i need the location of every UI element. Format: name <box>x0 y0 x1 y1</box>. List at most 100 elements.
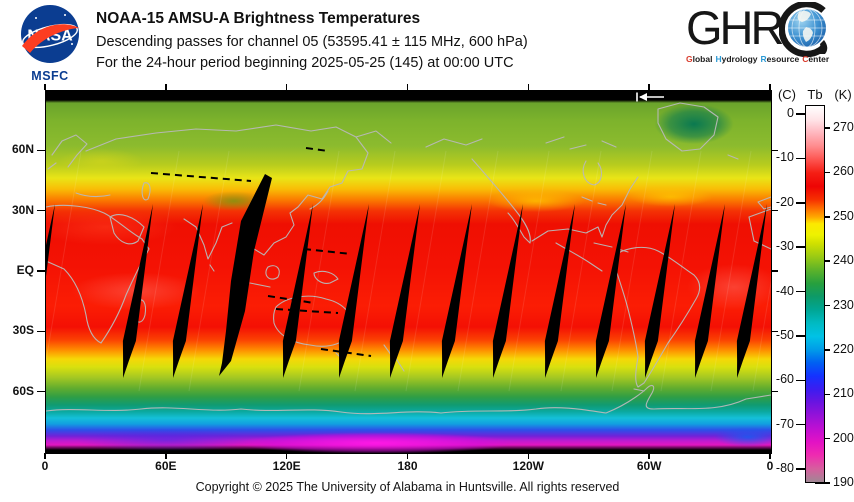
kelvin-tick-label: 200 <box>833 430 854 445</box>
lon-tick-label: 60W <box>636 459 662 473</box>
kelvin-tick-label: 220 <box>833 341 854 356</box>
lon-tick-label: 60E <box>155 459 177 473</box>
lon-tick <box>44 84 46 90</box>
lon-tick <box>648 84 650 90</box>
lat-tick-label: 60S <box>12 383 34 398</box>
celsius-tick <box>796 379 805 382</box>
colorbar-unit-celsius: (C) <box>777 87 797 102</box>
figure-title: NOAA-15 AMSU-A Brightness Temperatures <box>96 10 421 27</box>
kelvin-tick-label: 190 <box>833 475 854 489</box>
brightness-temperature-map <box>45 90 772 454</box>
lat-tick <box>37 149 45 152</box>
lat-tick <box>37 209 45 212</box>
missing-orbit-swath <box>219 174 272 376</box>
celsius-tick-label: -20 <box>775 194 794 209</box>
ghrc-tagline: Global Hydrology Resource Center <box>686 54 850 64</box>
colorbar-title: Tb <box>807 87 823 102</box>
lat-tick <box>771 330 778 333</box>
colorbar <box>805 105 825 483</box>
lat-tick-label: EQ <box>16 263 34 277</box>
lon-tick <box>406 84 409 90</box>
missing-data-wedge <box>389 204 420 378</box>
celsius-tick <box>796 202 805 204</box>
celsius-tick-label: -10 <box>775 150 794 165</box>
missing-data-wedge <box>736 204 767 378</box>
kelvin-tick-label: 240 <box>833 253 854 268</box>
kelvin-tick-label: 260 <box>833 164 854 179</box>
ghrc-tagline-word: Global <box>686 54 713 64</box>
missing-data-swaths <box>46 150 771 392</box>
nasa-msfc-logo: NASA MSFC <box>10 4 90 83</box>
missing-data-wedge <box>595 204 626 378</box>
lat-tick <box>771 390 778 393</box>
missing-data-wedge <box>694 204 725 378</box>
missing-data-wedge <box>644 204 675 378</box>
lon-tick <box>165 84 167 90</box>
celsius-tick <box>796 246 805 248</box>
lon-tick <box>165 453 167 459</box>
coastlines <box>46 102 771 415</box>
celsius-tick-label: -40 <box>775 283 794 298</box>
lat-tick <box>771 209 778 212</box>
celsius-tick-label: -80 <box>775 461 794 476</box>
celsius-tick-label: -60 <box>775 372 794 387</box>
celsius-tick-label: -30 <box>775 239 794 254</box>
lat-tick <box>37 330 45 333</box>
lon-tick-label: 120W <box>512 459 544 473</box>
lat-tick <box>771 270 778 272</box>
celsius-tick <box>796 423 805 426</box>
lon-tick-label: 180 <box>397 459 418 473</box>
lat-tick-label: 30N <box>11 202 34 217</box>
lon-tick-label: 0 <box>41 459 49 473</box>
copyright-notice: Copyright © 2025 The University of Alaba… <box>195 480 620 494</box>
celsius-tick <box>796 290 805 293</box>
missing-data-wedge <box>338 204 369 378</box>
celsius-tick <box>796 113 805 115</box>
figure-subtitle-channel: Descending passes for channel 05 (53595.… <box>96 34 528 50</box>
nasa-insignia-icon: NASA <box>21 5 79 63</box>
figure-titles: NOAA-15 AMSU-A Brightness Temperatures D… <box>96 10 676 76</box>
celsius-tick <box>796 335 805 337</box>
celsius-tick <box>796 157 805 160</box>
celsius-tick-label: -70 <box>775 416 794 431</box>
lon-tick-label: 0 <box>766 459 774 473</box>
ghrc-tagline-word: Center <box>802 54 830 64</box>
kelvin-tick <box>815 482 830 484</box>
lon-tick <box>285 453 288 459</box>
lat-tick <box>37 390 45 393</box>
lon-tick <box>527 84 530 90</box>
lon-tick-label: 120E <box>272 459 301 473</box>
lon-tick <box>769 453 771 459</box>
ghrc-tagline-word: Hydrology <box>715 54 758 64</box>
kelvin-tick-label: 250 <box>833 208 854 223</box>
missing-data-wedge <box>122 204 153 378</box>
colorbar-unit-kelvin: (K) <box>834 87 852 102</box>
kelvin-tick-label: 230 <box>833 297 854 312</box>
ghrc-logo: GHR Gl <box>686 1 850 65</box>
map-overlay <box>46 92 771 415</box>
lon-tick <box>285 84 288 90</box>
celsius-tick-label: -50 <box>775 327 794 342</box>
lat-tick <box>771 149 778 152</box>
celsius-tick-label: 0 <box>787 106 794 121</box>
missing-data-wedge <box>441 204 472 378</box>
missing-data-wedge <box>46 204 55 277</box>
msfc-label: MSFC <box>31 69 69 83</box>
scan-start-marker-icon <box>636 92 664 102</box>
missing-data-wedge <box>282 204 313 378</box>
missing-data-wedge <box>172 204 203 378</box>
figure-subtitle-period: For the 24-hour period beginning 2025-05… <box>96 55 514 71</box>
lon-tick <box>769 84 771 90</box>
missing-data-wedge <box>544 204 575 378</box>
dropout-dashes <box>150 147 372 357</box>
missing-data-wedge <box>492 204 523 378</box>
ghrc-globe-icon <box>779 2 828 58</box>
lon-tick <box>648 453 650 459</box>
lon-tick <box>44 453 46 459</box>
lat-tick-label: 60N <box>11 142 34 157</box>
kelvin-tick-label: 210 <box>833 386 854 401</box>
lon-tick <box>527 453 530 459</box>
lon-tick <box>406 453 409 459</box>
ghrc-wordmark: GHR <box>686 1 784 54</box>
